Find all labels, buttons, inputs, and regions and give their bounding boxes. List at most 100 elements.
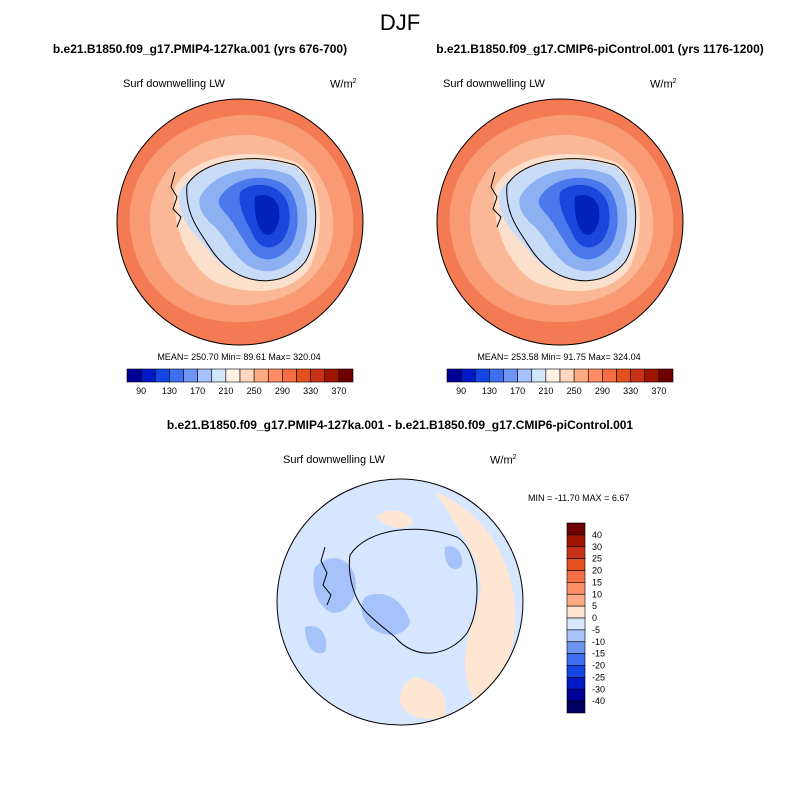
left-colorbar-tick-label: 250 <box>247 386 262 396</box>
diff-colorbar-tick-label: -10 <box>592 637 605 647</box>
diff-colorbar-tick-label: -40 <box>592 696 605 706</box>
right-map-border <box>436 98 684 346</box>
right-variable-label: Surf downwelling LW <box>443 78 545 90</box>
right-colorbar-swatch <box>602 368 617 383</box>
right-colorbar-swatch <box>489 368 504 383</box>
right-colorbar-tick-label: 210 <box>538 386 553 396</box>
left-colorbar-swatch <box>324 368 340 383</box>
left-colorbar-tick-label: 330 <box>303 386 318 396</box>
left-colorbar: 90 130 170 210 250 290 330 370 <box>126 368 354 396</box>
left-colorbar-swatch <box>296 368 311 383</box>
right-colorbar-swatch <box>630 368 646 383</box>
diff-colorbar-swatch <box>566 570 586 583</box>
right-map-coastline <box>506 158 637 282</box>
diff-colorbar-tick-label: 40 <box>592 530 602 540</box>
diff-colorbar-tick-label: 20 <box>592 566 602 576</box>
left-colorbar-tick-label: 170 <box>190 386 205 396</box>
right-colorbar-swatch <box>658 368 674 383</box>
diff-colorbar-swatch <box>566 546 586 559</box>
left-colorbar-tick-label: 370 <box>331 386 346 396</box>
left-stats: MEAN= 250.70 Min= 89.61 Max= 320.04 <box>157 352 321 362</box>
right-colorbar-swatch <box>446 368 462 383</box>
diff-unit-label: W/m2 <box>490 454 517 467</box>
left-colorbar-tick-label: 130 <box>162 386 177 396</box>
left-colorbar-swatch <box>154 368 170 383</box>
diff-colorbar-swatch <box>566 593 586 607</box>
diff-colorbar-swatch <box>566 522 586 536</box>
left-colorbar-swatch <box>282 368 297 383</box>
diff-colorbar-swatch <box>566 688 586 702</box>
right-stats: MEAN= 253.58 Min= 91.75 Max= 324.04 <box>477 352 641 362</box>
right-colorbar-swatch <box>474 368 490 383</box>
left-map-peninsula <box>170 171 182 228</box>
left-colorbar-swatch <box>211 368 227 383</box>
right-unit-label: W/m2 <box>650 78 677 91</box>
right-colorbar-tick-label: 130 <box>482 386 497 396</box>
diff-colorbar-swatch <box>566 617 586 631</box>
diff-colorbar-tick-label: -25 <box>592 672 605 682</box>
left-colorbar-swatch <box>169 368 184 383</box>
diff-map-cool-4 <box>305 626 327 654</box>
diff-colorbar-tick-label: 25 <box>592 554 602 564</box>
diff-colorbar-swatch <box>566 629 586 643</box>
diff-colorbar-swatch <box>566 665 586 678</box>
diff-colorbar-swatch <box>566 677 586 690</box>
diff-colorbar-swatch <box>566 641 586 654</box>
left-map-coastline <box>186 158 317 282</box>
left-map <box>116 98 364 346</box>
diff-panel-title: b.e21.B1850.f09_g17.PMIP4-127ka.001 - b.… <box>166 418 634 432</box>
left-colorbar-swatch <box>140 368 156 383</box>
right-colorbar-tick-label: 290 <box>595 386 610 396</box>
diff-colorbar-swatch <box>566 700 586 714</box>
right-colorbar-swatch <box>644 368 660 383</box>
diff-colorbar-swatch <box>566 534 586 548</box>
diff-colorbar-swatch <box>566 653 586 666</box>
right-colorbar-swatch <box>559 368 575 383</box>
right-colorbar-swatch <box>503 368 518 383</box>
diff-map-cool-2 <box>361 593 410 635</box>
diff-colorbar-tick-label: 5 <box>592 601 597 611</box>
left-colorbar-swatch <box>338 368 354 383</box>
right-colorbar-swatch <box>616 368 631 383</box>
diff-map-cool-1 <box>313 558 356 613</box>
right-map-peninsula <box>490 171 502 228</box>
right-colorbar-swatch <box>545 368 561 383</box>
figure-title: DJF <box>379 10 421 35</box>
left-map-land-5 <box>254 195 280 235</box>
diff-colorbar-tick-label: 15 <box>592 577 602 587</box>
diff-colorbar-tick-label: 0 <box>592 613 597 623</box>
diff-colorbar-swatch <box>566 605 586 619</box>
right-colorbar-swatch <box>587 368 603 383</box>
right-map <box>436 98 684 346</box>
diff-colorbar-tick-label: -15 <box>592 649 605 659</box>
left-variable-label: Surf downwelling LW <box>123 78 225 90</box>
diff-map-coastline <box>348 528 478 654</box>
left-colorbar-swatch <box>183 368 198 383</box>
left-colorbar-tick-label: 210 <box>218 386 233 396</box>
right-colorbar-swatch <box>517 368 533 383</box>
left-map-border <box>116 98 364 346</box>
right-colorbar-tick-label: 170 <box>510 386 525 396</box>
left-colorbar-swatch <box>310 368 326 383</box>
left-colorbar-swatch <box>126 368 142 383</box>
diff-map <box>276 478 524 726</box>
left-colorbar-tick-label: 90 <box>136 386 146 396</box>
diff-colorbar-tick-label: -30 <box>592 684 605 694</box>
diff-stats: MIN = -11.70 MAX = 6.67 <box>528 493 630 503</box>
diff-colorbar-swatch <box>566 558 586 571</box>
diff-colorbar-tick-label: -5 <box>592 625 600 635</box>
diff-map-warm-east <box>435 492 516 702</box>
right-colorbar-swatch <box>573 368 589 383</box>
diff-map-warm-south <box>400 677 446 719</box>
right-colorbar-tick-label: 370 <box>651 386 666 396</box>
right-colorbar-swatch <box>531 368 547 383</box>
diff-colorbar-swatch <box>566 582 586 595</box>
diff-colorbar-tick-label: 30 <box>592 542 602 552</box>
right-colorbar-swatch <box>460 368 476 383</box>
left-colorbar-swatch <box>267 368 283 383</box>
diff-map-peninsula <box>320 546 332 606</box>
right-panel-title: b.e21.B1850.f09_g17.CMIP6-piControl.001 … <box>436 42 764 56</box>
diff-map-cool-3 <box>444 546 463 569</box>
diff-variable-label: Surf downwelling LW <box>283 454 385 466</box>
